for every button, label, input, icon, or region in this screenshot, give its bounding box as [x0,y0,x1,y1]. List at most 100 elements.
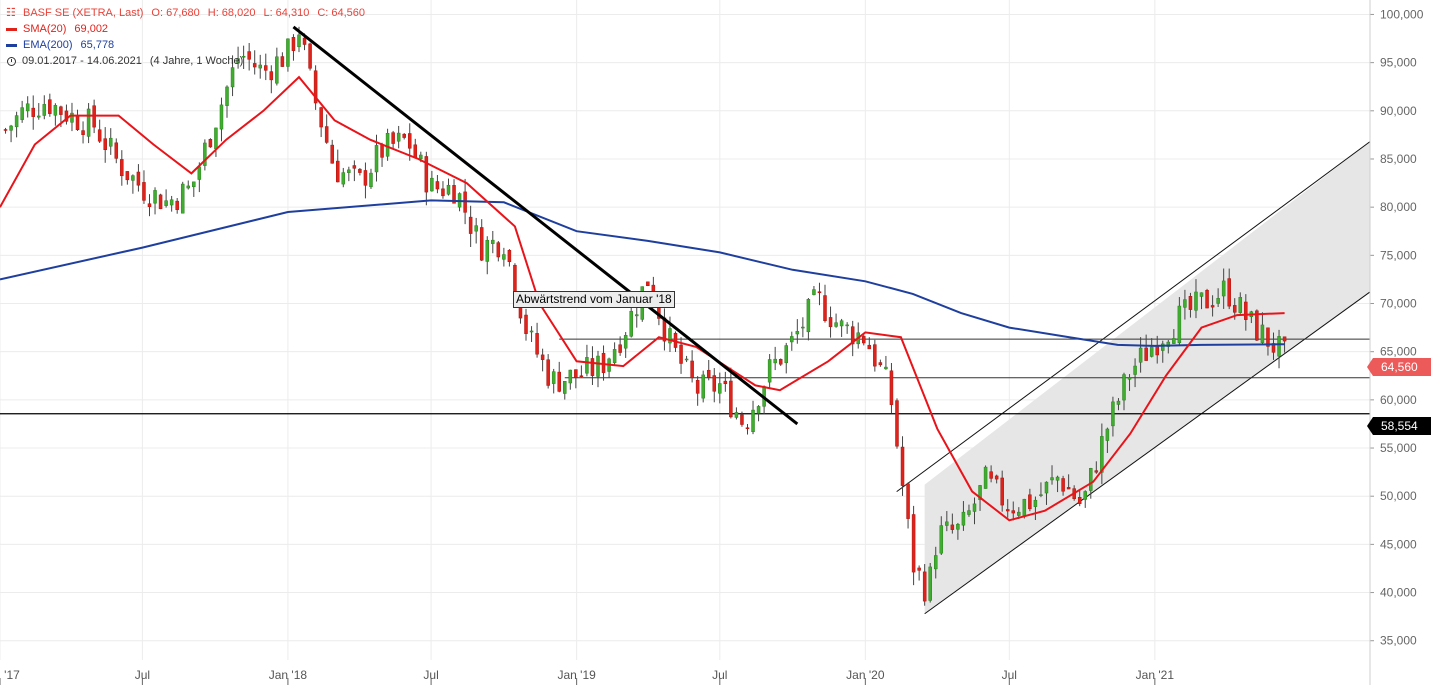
ema200-line [0,199,1285,347]
candle-down [252,63,257,68]
candle-up [169,199,174,206]
candle-down [862,336,866,344]
candle-up [884,366,888,370]
candle-up [1238,297,1243,313]
legend-date-range: 09.01.2017 - 14.06.2021 [22,55,142,67]
candle-down [407,133,412,149]
candle-down [867,344,872,350]
candle-up [933,555,938,570]
candle-up [1083,491,1087,500]
candle-down [712,375,717,392]
candle-up [551,371,556,384]
candle-down [1244,301,1248,320]
candle-down [380,144,384,158]
candle-down [64,110,69,122]
candle-up [623,335,628,349]
chart-legend: ☷ BASF SE (XETRA, Last) O: 67,680 H: 68,… [6,5,365,69]
candle-up [839,320,844,327]
candle-up [845,324,849,327]
candle-up [1199,292,1204,297]
candle-up [192,181,196,187]
legend-sma-label: SMA(20) [23,23,67,35]
candle-down [590,358,595,376]
candle-up [131,175,135,181]
candle-up [939,525,944,554]
candle-up [42,104,47,116]
candle-up [14,115,19,128]
candle-down [618,344,622,353]
candle-up [956,524,960,530]
candle-down [264,65,268,71]
candle-up [1022,498,1027,516]
candle-up [297,34,301,48]
candle-up [834,322,838,327]
legend-ema-value: 65,778 [80,39,115,51]
candle-down [136,171,141,186]
candle-down [546,359,550,386]
candle-up [1216,298,1220,304]
candle-up [1183,299,1187,308]
candle-down [911,514,916,573]
legend-close: C: 64,560 [317,7,366,19]
y-tick-label: 85,000 [1380,152,1417,166]
candle-down [1077,497,1082,504]
candle-down [1005,509,1010,512]
x-tick-label: Jan '21 [1136,668,1175,682]
clock-icon [7,56,16,66]
candle-down [97,129,102,142]
candle-down [103,138,107,150]
candle-up [286,38,290,67]
candle-up [20,107,24,120]
candle-up [53,105,58,116]
candle-up [1133,365,1137,375]
candle-down [574,369,578,378]
candle-up [967,510,971,515]
ema-swatch-icon [6,43,17,47]
candle-up [812,289,816,295]
candle-up [972,503,977,512]
candle-up [258,64,262,69]
candle-up [1149,346,1154,357]
candle-down [906,483,910,519]
candle-down [158,194,163,210]
candle-down [950,524,955,530]
x-tick-label: '17 [4,668,20,682]
candle-down [1011,510,1016,514]
candle-up [164,200,168,206]
candle-down [468,216,473,234]
candle-down [142,182,146,201]
channel-upper-line [896,141,1371,493]
candle-down [1028,494,1032,510]
legend-title: BASF SE (XETRA, Last) [23,7,144,19]
candle-up [684,358,689,361]
legend-period: (4 Jahre, 1 Woche) [149,55,244,67]
candle-down [817,291,822,294]
candle-up [186,185,191,189]
candle-down [280,56,285,67]
candle-up [596,355,600,377]
candle-up [230,67,235,88]
candle-down [324,126,329,143]
candle-down [1061,478,1065,492]
candle-up [1138,347,1143,363]
candle-down [723,380,728,385]
candle-up [1105,428,1110,441]
ema200-series [0,199,1285,347]
y-tick-label: 75,000 [1380,248,1417,262]
y-tick-label: 80,000 [1380,200,1417,214]
candle-down [3,129,8,131]
y-tick-label: 70,000 [1380,297,1417,311]
candle-down [922,571,927,602]
candles [3,26,1287,606]
candle-up [341,172,346,185]
candle-up [430,177,434,192]
candle-up [1055,476,1060,481]
candle-up [756,406,761,414]
candle-up [396,132,401,142]
y-tick-label: 45,000 [1380,537,1417,551]
candle-down [889,370,894,405]
y-tick-label: 65,000 [1380,345,1417,359]
candle-down [679,344,683,364]
candle-down [291,37,296,51]
